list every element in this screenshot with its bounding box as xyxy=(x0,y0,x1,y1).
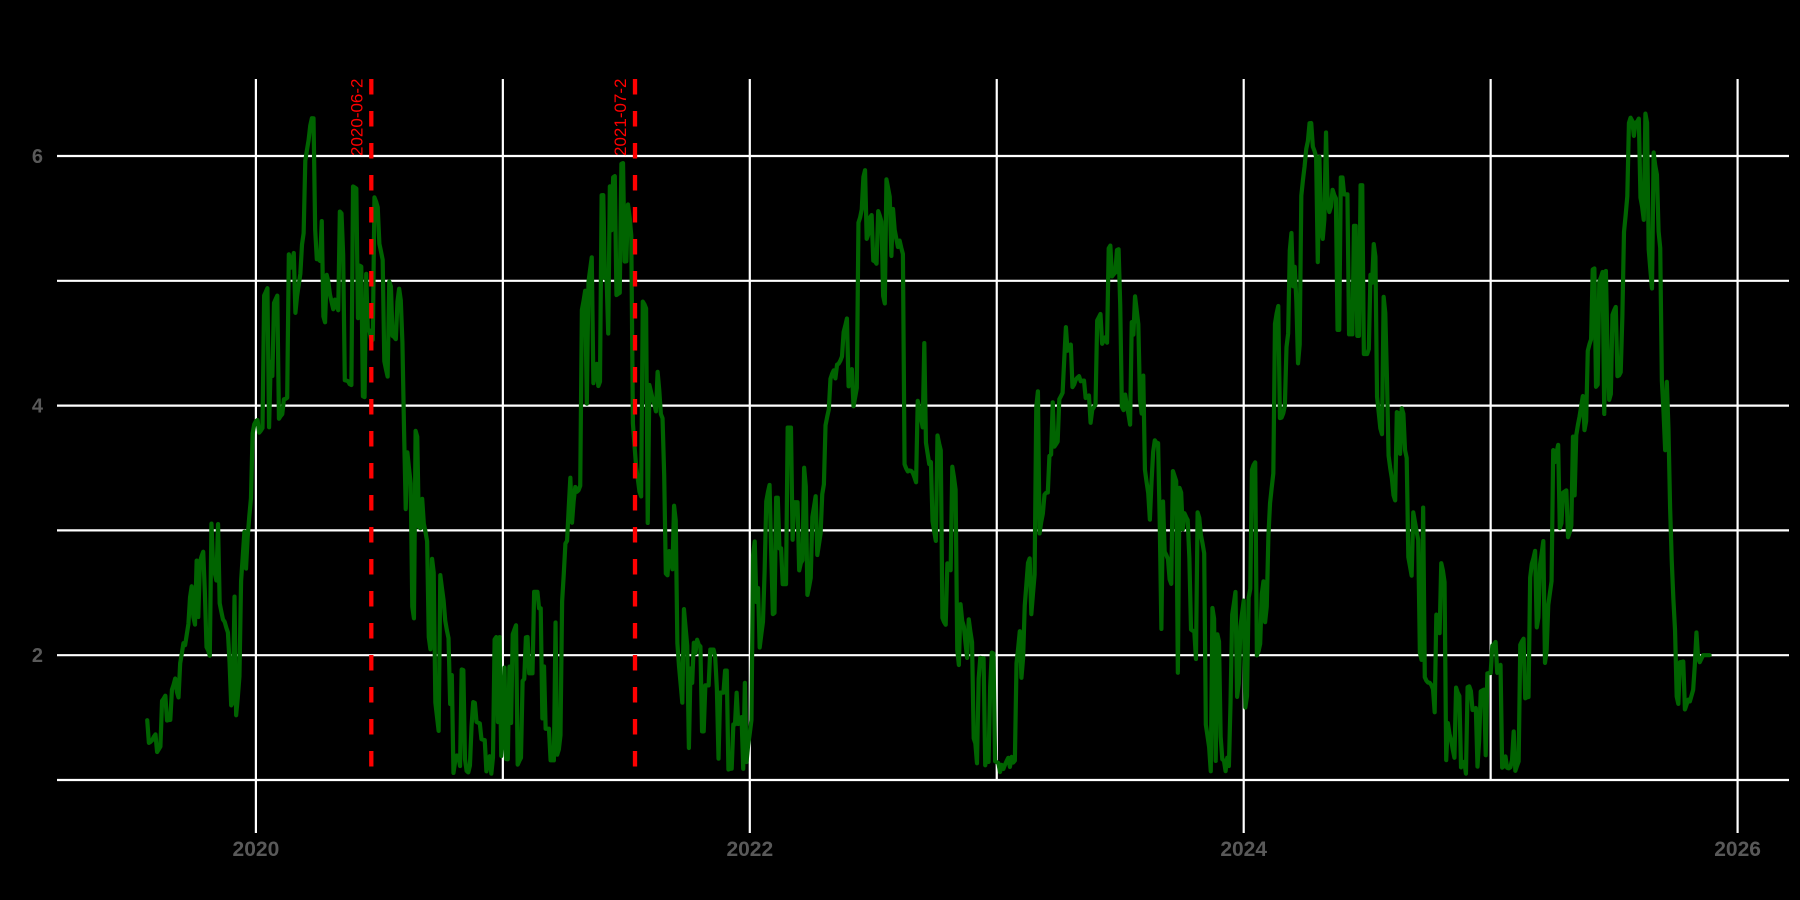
svg-text:2: 2 xyxy=(32,645,43,667)
svg-text:2022: 2022 xyxy=(726,838,773,861)
svg-text:2020-06-2: 2020-06-2 xyxy=(347,78,366,156)
svg-text:2026: 2026 xyxy=(1714,838,1761,861)
svg-text:6: 6 xyxy=(32,146,43,168)
svg-text:2024: 2024 xyxy=(1220,838,1267,861)
svg-text:2020: 2020 xyxy=(233,838,280,861)
svg-text:4: 4 xyxy=(32,396,44,418)
svg-text:2021-07-2: 2021-07-2 xyxy=(611,78,630,156)
